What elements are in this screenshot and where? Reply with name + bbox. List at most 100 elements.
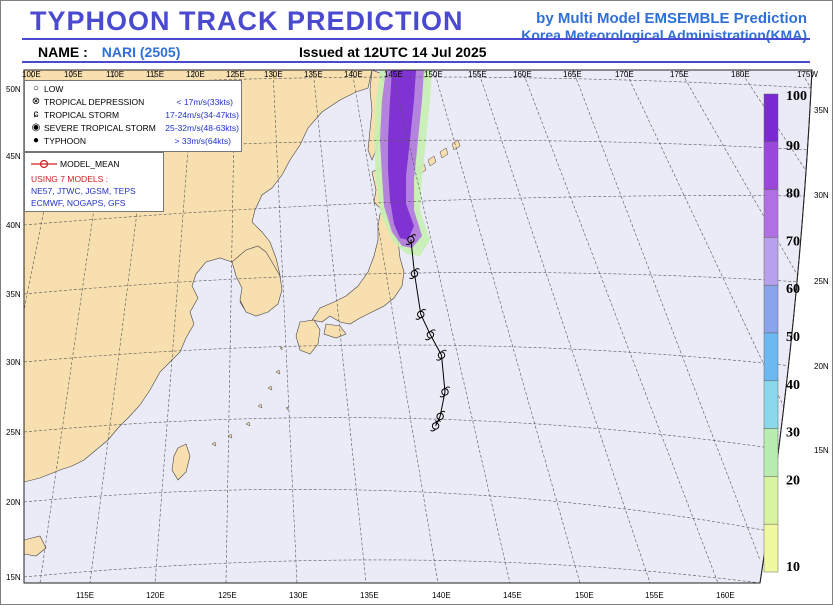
probability-swath-core bbox=[388, 70, 416, 240]
legend-speed: 25-32m/s(48-63kts) bbox=[165, 123, 239, 133]
land-korea bbox=[231, 245, 283, 317]
colorbar-label: 70 bbox=[786, 234, 800, 249]
track-storm-marker bbox=[434, 410, 446, 422]
colorbar-segment bbox=[763, 428, 779, 477]
tropical-depression-icon: ⊗ bbox=[31, 96, 41, 107]
lon-label: 175W bbox=[797, 70, 818, 79]
lon-label: 115E bbox=[146, 70, 164, 79]
typhoon-name: NARI (2505) bbox=[101, 44, 181, 60]
legend-label: TYPHOON bbox=[44, 136, 87, 146]
low-icon: ○ bbox=[32, 83, 40, 94]
colorbar-label: 40 bbox=[786, 378, 800, 393]
tropical-storm-icon: ɕ bbox=[33, 109, 39, 120]
lon-label: 120E bbox=[146, 591, 165, 600]
lon-label: 130E bbox=[264, 70, 283, 79]
models-title: USING 7 MODELS : bbox=[31, 174, 108, 184]
models-list-2: ECMWF, NOGAPS, GFS bbox=[31, 198, 126, 208]
lon-label: 155E bbox=[645, 591, 664, 600]
lon-label: 160E bbox=[716, 591, 735, 600]
lon-label: 105E bbox=[64, 70, 83, 79]
lat-label: 45N bbox=[6, 152, 21, 161]
lon-label: 160E bbox=[513, 70, 532, 79]
lon-label: 110E bbox=[106, 70, 124, 79]
page-title: TYPHOON TRACK PREDICTION bbox=[30, 6, 464, 36]
colorbar-label: 10 bbox=[786, 560, 800, 575]
typhoon-icon: ● bbox=[32, 135, 40, 146]
track-storm-marker bbox=[405, 234, 417, 246]
land-hainan bbox=[24, 535, 47, 557]
lon-label: 180E bbox=[731, 70, 750, 79]
lon-label: 100E bbox=[22, 70, 41, 79]
lon-label: 145E bbox=[503, 591, 522, 600]
colorbar-label: 50 bbox=[786, 330, 800, 345]
track-storm-marker bbox=[439, 386, 451, 398]
lon-label: 125E bbox=[218, 591, 237, 600]
colorbar-segment bbox=[763, 189, 779, 238]
lat-label: 20N bbox=[814, 362, 829, 371]
model-mean-row: MODEL_MEAN bbox=[31, 159, 120, 169]
lon-label: 170E bbox=[615, 70, 634, 79]
legend-item-low: ○ LOW bbox=[31, 83, 63, 95]
colorbar-segment bbox=[763, 380, 779, 429]
lon-label: 145E bbox=[384, 70, 403, 79]
track-storm-marker bbox=[415, 308, 427, 320]
lon-label: 120E bbox=[186, 70, 205, 79]
name-label: NAME : bbox=[38, 44, 88, 60]
colorbar-segment bbox=[763, 237, 779, 286]
lat-label: 25N bbox=[814, 277, 829, 286]
colorbar-label: 90 bbox=[786, 139, 800, 154]
colorbar-segment bbox=[763, 523, 779, 573]
legend-label: TROPICAL STORM bbox=[44, 110, 120, 120]
colorbar-label: 100 bbox=[786, 89, 807, 104]
colorbar-segment bbox=[763, 332, 779, 382]
colorbar-segment bbox=[763, 141, 779, 190]
organization-line-2: Korea Meteorological Administration(KMA) bbox=[521, 27, 807, 43]
colorbar-segment bbox=[763, 93, 779, 143]
land-honshu bbox=[311, 209, 405, 325]
colorbar-label: 80 bbox=[786, 187, 800, 202]
colorbar-label: 60 bbox=[786, 282, 800, 297]
model-mean-icon bbox=[31, 159, 57, 169]
lon-label: 140E bbox=[344, 70, 363, 79]
lat-label: 30N bbox=[814, 191, 829, 200]
models-list-1: NE57, JTWC, JGSM, TEPS bbox=[31, 186, 136, 196]
legend-item-ty: ● TYPHOON > 33m/s(64kts) bbox=[31, 135, 239, 147]
lon-label: 165E bbox=[563, 70, 582, 79]
legend-speed: > 33m/s(64kts) bbox=[174, 136, 231, 146]
lon-label: 175E bbox=[670, 70, 689, 79]
left-lat-labels: 50N 45N 40N 35N 30N 25N 20N 15N bbox=[6, 85, 21, 582]
legend-item-ts: ɕ TROPICAL STORM 17-24m/s(34-47kts) bbox=[31, 109, 240, 121]
organization-line-1: by Multi Model EMSEMBLE Prediction bbox=[536, 10, 807, 27]
typhoon-name-row: NAME : NARI (2505) bbox=[38, 44, 180, 60]
lon-label: 135E bbox=[360, 591, 379, 600]
legend-label: LOW bbox=[44, 84, 64, 94]
lon-label: 115E bbox=[76, 591, 94, 600]
model-legend: MODEL_MEAN USING 7 MODELS : NE57, JTWC, … bbox=[24, 152, 164, 212]
severe-tropical-storm-icon: ◉ bbox=[31, 122, 41, 133]
issue-time: Issued at 12UTC 14 Jul 2025 bbox=[299, 44, 487, 60]
bottom-lon-labels: 115E 120E 125E 130E 135E 140E 145E 150E … bbox=[76, 591, 735, 600]
legend-label: SEVERE TROPICAL STORM bbox=[44, 123, 156, 133]
track-storm-marker bbox=[436, 349, 447, 361]
intensity-legend: ○ LOW ⊗ TROPICAL DEPRESSION < 17m/s(33kt… bbox=[24, 80, 242, 152]
lon-label: 130E bbox=[289, 591, 308, 600]
lat-label: 50N bbox=[6, 85, 21, 94]
lat-label: 20N bbox=[6, 498, 21, 507]
header-divider-top bbox=[22, 38, 810, 40]
track-storm-marker bbox=[409, 268, 420, 280]
lon-label: 150E bbox=[575, 591, 594, 600]
lon-label: 125E bbox=[226, 70, 245, 79]
lat-label: 25N bbox=[6, 428, 21, 437]
legend-speed: < 17m/s(33kts) bbox=[176, 97, 233, 107]
land-ryukyu bbox=[211, 346, 289, 447]
right-lat-labels: 35N 30N 25N 20N 15N bbox=[814, 106, 829, 455]
header-divider-bottom bbox=[22, 61, 810, 63]
colorbar-label: 30 bbox=[786, 426, 800, 441]
top-lon-labels: 100E 105E 110E 115E 120E 125E 130E 135E … bbox=[22, 70, 818, 79]
lat-label: 15N bbox=[814, 446, 829, 455]
latitude-lines bbox=[24, 76, 812, 583]
lat-label: 40N bbox=[6, 221, 21, 230]
lon-label: 135E bbox=[304, 70, 323, 79]
legend-label: TROPICAL DEPRESSION bbox=[44, 97, 145, 107]
colorbar-segment bbox=[763, 476, 779, 525]
